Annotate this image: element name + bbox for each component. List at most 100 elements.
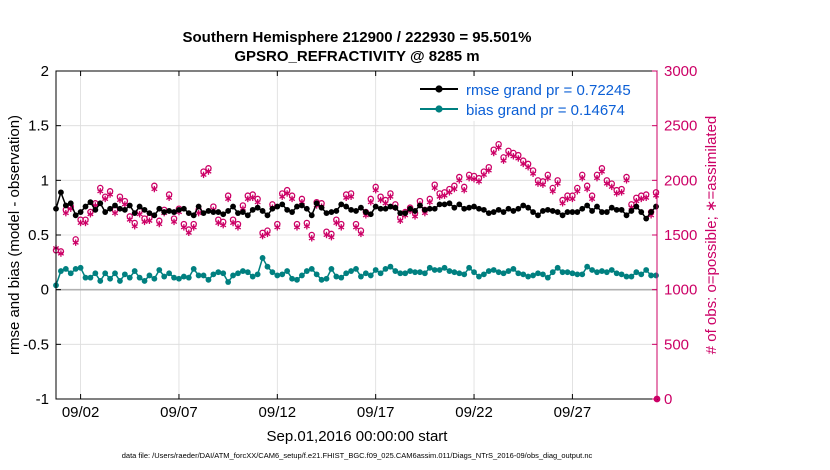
series-point-bias <box>156 267 163 273</box>
series-point-rmse <box>485 210 492 217</box>
series-point-rmse <box>126 202 133 209</box>
series-point-rmse <box>564 209 571 215</box>
x-tick-label: 09/02 <box>62 404 100 421</box>
obs-assimilated-stroke <box>559 201 566 206</box>
series-point-rmse <box>382 205 389 212</box>
obs-assimilated-point <box>190 224 197 231</box>
obs-assimilated-point <box>426 199 433 206</box>
series-point-rmse <box>599 209 605 215</box>
series-point-rmse <box>82 203 89 210</box>
series-point-bias <box>215 269 222 276</box>
series-point-rmse <box>569 209 576 215</box>
obs-assimilated-stroke <box>308 236 315 241</box>
series-point-rmse <box>136 203 143 210</box>
series-point-rmse <box>525 204 532 211</box>
obs-assimilated-stroke <box>608 184 615 190</box>
series-point-bias <box>161 273 168 280</box>
series-point-rmse <box>254 204 261 211</box>
y2-tick-label: 2500 <box>664 118 697 135</box>
series-point-bias <box>131 268 138 274</box>
series-point-bias <box>579 271 586 278</box>
obs-assimilated-stroke <box>613 191 620 196</box>
obs-assimilated-stroke <box>166 195 173 200</box>
obs-assimilated-point <box>466 174 473 182</box>
series-point-rmse <box>235 210 241 217</box>
series-point-rmse <box>594 203 600 210</box>
obs-assimilated-point <box>328 233 335 241</box>
obs-assimilated-point <box>343 194 350 202</box>
obs-assimilated-point <box>623 177 630 184</box>
series-point-bias <box>338 274 345 281</box>
series-point-rmse <box>294 203 300 210</box>
series-point-rmse <box>343 203 350 210</box>
obs-assimilated-stroke <box>633 198 640 204</box>
obs-assimilated-point <box>569 195 576 203</box>
series-point-rmse <box>249 206 256 213</box>
series-point-rmse <box>62 202 69 209</box>
obs-assimilated-point <box>598 168 606 175</box>
obs-assimilated-point <box>352 224 360 231</box>
obs-assimilated-stroke <box>185 230 192 235</box>
obs-assimilated-point <box>574 188 581 195</box>
series-point-bias <box>535 270 541 277</box>
series-point-bias <box>343 270 350 277</box>
obs-assimilated-point <box>102 195 109 203</box>
obs-assimilated-point <box>229 219 237 227</box>
obs-assimilated-point <box>220 221 227 229</box>
series-point-rmse <box>239 209 246 215</box>
obs-assimilated-stroke <box>485 168 492 173</box>
series-point-bias <box>417 269 423 276</box>
y-tick-label: -0.5 <box>23 336 49 353</box>
series-point-rmse <box>161 209 168 215</box>
data-file-footer: data file: /Users/raeder/DAI/ATM_forcXX/… <box>122 451 593 460</box>
series-point-rmse <box>328 209 335 215</box>
obs-assimilated-point <box>215 219 222 227</box>
series-point-bias <box>102 270 109 277</box>
series-point-rmse <box>417 202 423 209</box>
y2-tick-label: 0 <box>664 391 672 408</box>
series-point-rmse <box>220 211 227 218</box>
series-point-rmse <box>554 209 561 215</box>
series-point-bias <box>426 264 433 271</box>
obs-assimilated-stroke <box>643 195 650 200</box>
series-point-rmse <box>397 210 404 217</box>
obs-assimilated-point <box>549 188 556 195</box>
obs-assimilated-point <box>495 144 502 151</box>
series-point-bias <box>638 271 645 278</box>
obs-assimilated-stroke <box>116 197 124 203</box>
x-tick-label: 09/07 <box>160 404 198 421</box>
obs-assimilated-stroke <box>102 196 109 202</box>
series-point-rmse <box>338 201 345 208</box>
series-point-rmse <box>648 209 654 215</box>
obs-assimilated-point <box>431 184 438 192</box>
series-point-rmse <box>146 210 153 217</box>
series-point-rmse <box>210 209 217 215</box>
obs-assimilated-stroke <box>121 202 128 207</box>
y2-axis-label: # of obs: o=possible; ∗=assimilated <box>703 116 720 355</box>
series-point-rmse <box>205 208 212 214</box>
series-point-rmse <box>362 209 369 215</box>
series-point-rmse <box>107 205 113 212</box>
obs-assimilated-point <box>323 231 330 239</box>
series-point-bias <box>559 269 566 276</box>
obs-assimilated-stroke <box>618 190 625 195</box>
series-point-bias <box>269 269 276 276</box>
obs-assimilated-stroke <box>72 240 79 245</box>
obs-assimilated-stroke <box>505 151 512 157</box>
obs-assimilated-point <box>57 250 65 257</box>
x-tick-label: 09/22 <box>455 404 493 421</box>
obs-assimilated-point <box>121 201 128 208</box>
obs-assimilated-stroke <box>136 212 143 217</box>
series-point-bias <box>185 274 192 281</box>
obs-assimilated-point <box>618 189 625 196</box>
series-point-bias <box>58 268 64 274</box>
obs-assimilated-point <box>136 211 143 218</box>
series-point-rmse <box>480 206 487 213</box>
obs-assimilated-stroke <box>343 195 350 200</box>
series-point-bias <box>200 272 207 279</box>
obs-assimilated-stroke <box>475 179 483 184</box>
series-point-rmse <box>58 189 64 196</box>
obs-assimilated-point <box>156 220 163 228</box>
series-point-bias <box>289 275 295 282</box>
series-point-bias <box>436 267 443 273</box>
